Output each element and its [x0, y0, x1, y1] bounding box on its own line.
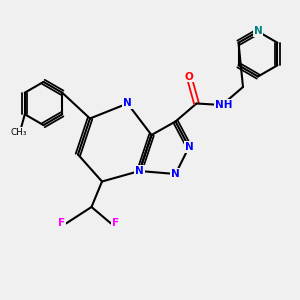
Text: N: N: [123, 98, 132, 109]
Text: N: N: [184, 142, 194, 152]
Text: N: N: [254, 26, 262, 37]
Text: F: F: [112, 218, 119, 229]
Text: N: N: [171, 169, 180, 179]
Text: NH: NH: [215, 100, 232, 110]
Text: N: N: [135, 166, 144, 176]
Text: O: O: [184, 71, 194, 82]
Text: F: F: [58, 218, 65, 229]
Text: CH₃: CH₃: [11, 128, 27, 137]
